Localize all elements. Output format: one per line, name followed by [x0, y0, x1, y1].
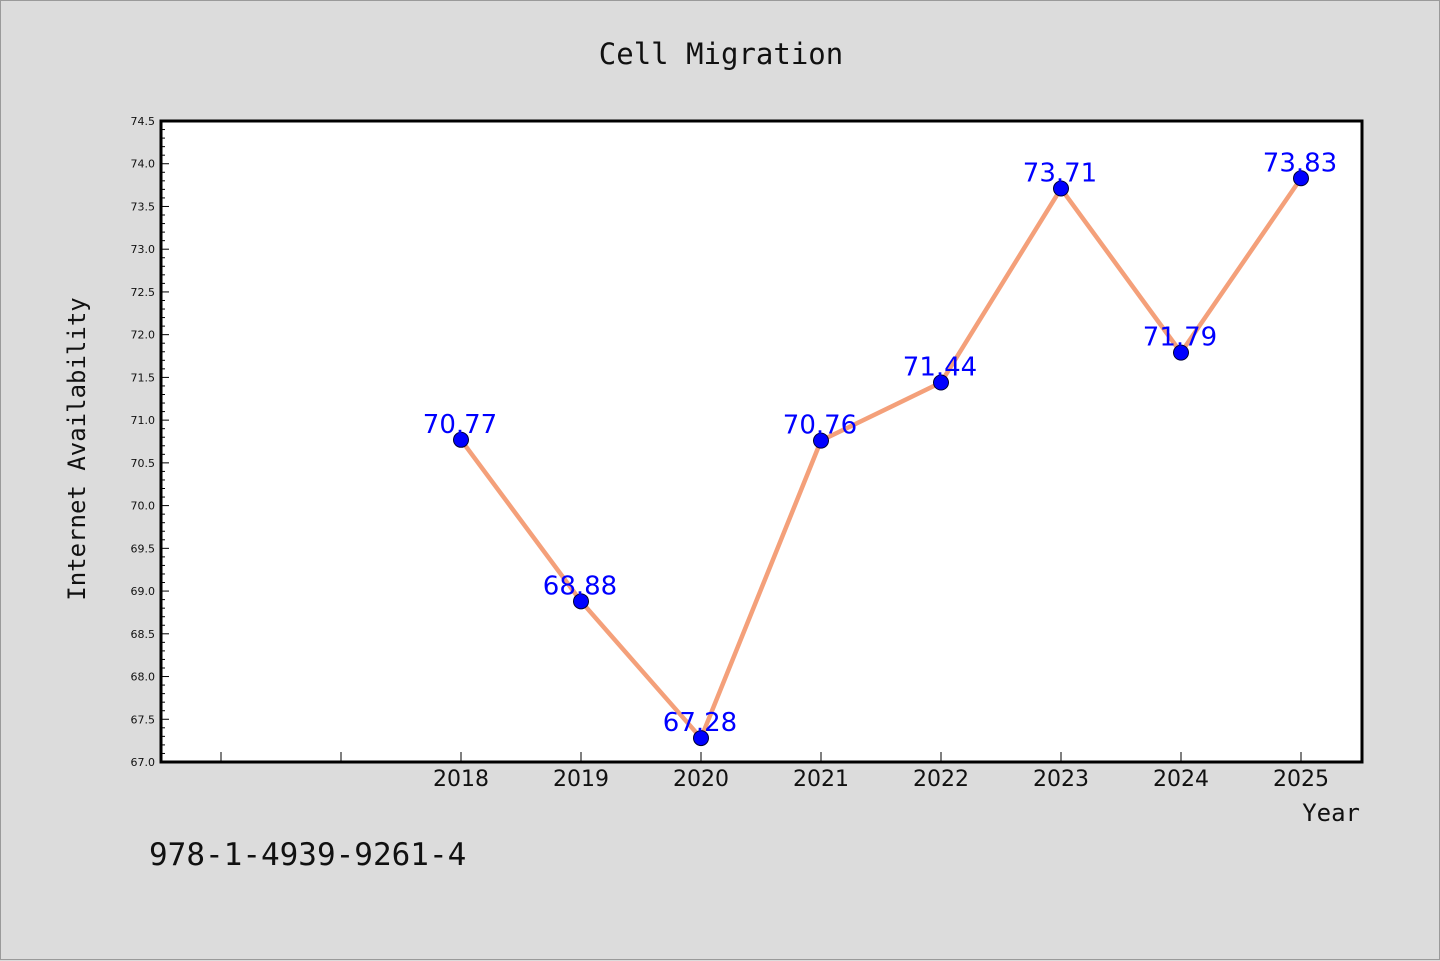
y-tick-label: 67.5: [131, 713, 156, 726]
y-tick-label: 72.0: [131, 329, 156, 342]
x-tick-label: 2018: [433, 767, 489, 792]
y-tick-label: 69.0: [131, 585, 156, 598]
y-tick-label: 73.5: [131, 200, 156, 213]
series-group: 70.77 68.88 67.28 70.76 71.44 73.71 71.79 73.83: [423, 148, 1337, 747]
y-tick-label: 73.0: [131, 243, 156, 256]
data-point: [1293, 170, 1309, 187]
data-label: 68.88: [543, 571, 617, 601]
x-tick-label: 2023: [1033, 767, 1089, 792]
data-point: [813, 432, 829, 449]
data-label: 71.44: [903, 353, 977, 383]
x-tick-label: 2025: [1273, 767, 1329, 792]
data-label: 70.76: [783, 411, 857, 441]
y-tick-label: 68.0: [131, 671, 156, 684]
x-tick-label: 2020: [673, 767, 729, 792]
y-tick-label: 70.0: [131, 500, 156, 513]
plot-area: [159, 119, 1364, 764]
y-tick-label: 67.0: [131, 756, 156, 769]
data-point: [453, 431, 469, 448]
data-point: [693, 730, 709, 747]
data-label: 67.28: [663, 708, 737, 738]
y-tick-label: 71.5: [131, 371, 156, 384]
x-tick-label: 2019: [553, 767, 609, 792]
data-label: 73.83: [1263, 148, 1337, 178]
y-tick-label: 70.5: [131, 457, 156, 470]
y-tick-label: 74.5: [131, 115, 156, 128]
data-point: [1053, 180, 1069, 197]
y-tick-label: 74.0: [131, 158, 156, 171]
x-axis-label: Year: [1302, 799, 1360, 827]
data-point: [933, 374, 949, 391]
x-tick-label: 2024: [1153, 767, 1209, 792]
data-point: [573, 593, 589, 610]
y-tick-label: 72.5: [131, 286, 156, 299]
y-tick-label: 71.0: [131, 414, 156, 427]
x-axis-ticks: 2018 2019 2020 2021 2022 2023 2024 2025: [220, 752, 1329, 792]
y-tick-label: 69.5: [131, 542, 156, 555]
y-axis-ticks: 67.0 67.5 68.0 68.5 69.0 69.5 70.0 70.5 71.0 71.5…: [131, 115, 169, 769]
data-label: 73.71: [1023, 159, 1097, 189]
chart-title: Cell Migration: [599, 37, 843, 71]
x-tick-label: 2022: [913, 767, 969, 792]
data-label: 71.79: [1143, 323, 1217, 353]
series-line: [458, 176, 1304, 741]
y-tick-label: 68.5: [131, 628, 156, 641]
x-tick-label: 2021: [793, 767, 849, 792]
data-label: 70.77: [423, 410, 497, 440]
y-axis-label: Internet Availability: [63, 297, 91, 600]
data-point: [1173, 344, 1189, 361]
footer-code: 978-1-4939-9261-4: [149, 837, 466, 873]
